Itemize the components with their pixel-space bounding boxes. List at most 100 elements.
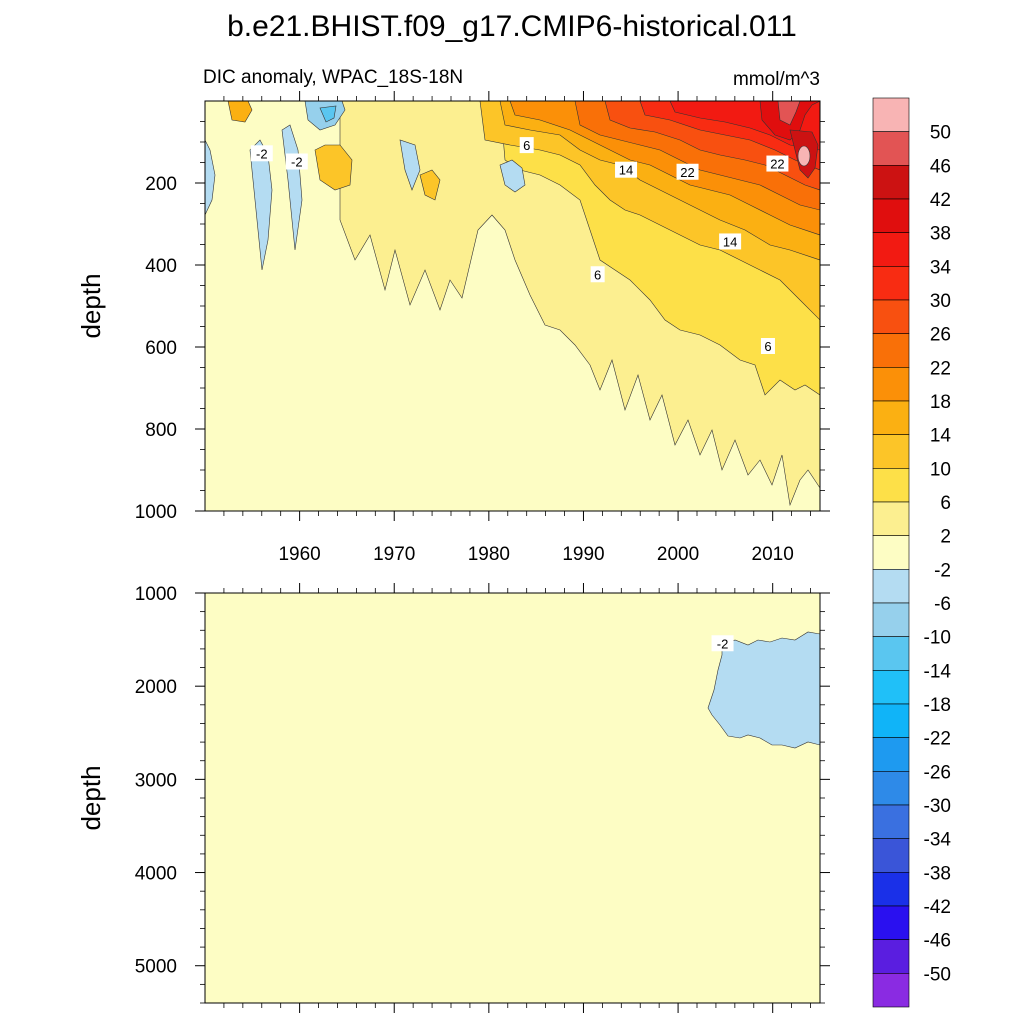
contour-label-box: [760, 338, 775, 354]
colorbar-level-label: 38: [930, 224, 951, 245]
colorbar-level-label: -2: [934, 560, 951, 581]
contour-label-box: [285, 153, 308, 170]
upper-contour-label: 22: [676, 163, 699, 180]
upper-axis-ticks: 1960 1970 1980 1990 2000 2010 200 400 600 800 1000: [135, 91, 830, 565]
colorbar-swatch: [872, 670, 910, 705]
colorbar-level-label: -10: [924, 628, 951, 649]
negative-patch-7: [319, 105, 337, 123]
colorbar-level-label: -18: [924, 695, 951, 716]
lower-contour-label: -2: [711, 635, 734, 652]
colorbar-swatch: [872, 131, 910, 166]
lower-y-tick-label: 3000: [135, 770, 177, 791]
upper-x-tick-label: 2010: [752, 544, 794, 565]
colorbar-level-label: -46: [924, 931, 951, 952]
positive-patch-1: [314, 144, 353, 191]
negative-patch-6: [499, 159, 526, 193]
colorbar-level-label: 34: [930, 257, 952, 278]
upper-contour-label: -2: [250, 145, 273, 162]
upper-x-tick-label: 1970: [373, 544, 415, 565]
contour-label-box: [676, 163, 699, 180]
lower-y-tick-label: 4000: [135, 864, 177, 885]
units-label: mmol/m^3: [733, 69, 820, 90]
contour-label-box: [719, 233, 742, 250]
colorbar-swatch: [872, 333, 910, 368]
colorbar-swatch: [872, 804, 910, 839]
colorbar-level-label: -26: [924, 762, 951, 783]
colorbar-level-label: 42: [930, 190, 951, 211]
negative-patch-5: [399, 139, 421, 191]
negative-patch-1: [205, 139, 216, 216]
colorbar-swatch: [872, 838, 910, 873]
upper-y-tick-label: 800: [145, 420, 177, 441]
lower-panel: 1000 2000 3000 4000 5000 -2 depth: [76, 583, 830, 1013]
contour-fill-50plus: [797, 145, 811, 167]
colorbar-swatch: [872, 602, 910, 637]
colorbar-swatch: [872, 535, 910, 570]
contour-label-text: 22: [770, 157, 784, 172]
upper-y-tick-label: 400: [145, 256, 177, 277]
lower-y-tick-label: 1000: [135, 584, 177, 605]
lower-axis-ticks: 1000 2000 3000 4000 5000: [135, 583, 830, 1013]
upper-x-tick-label: 1990: [562, 544, 604, 565]
figure-title: b.e21.BHIST.f09_g17.CMIP6-historical.011: [227, 10, 797, 43]
colorbar-swatch: [872, 434, 910, 469]
upper-contour-field: [205, 101, 820, 511]
contour-label-text: -2: [717, 636, 729, 651]
upper-x-tick-label: 2000: [657, 544, 699, 565]
colorbar-swatch: [872, 905, 910, 940]
lower-negative-patch: [707, 631, 820, 749]
colorbar-level-label: 50: [930, 123, 951, 144]
upper-x-tick-label: 1960: [278, 544, 320, 565]
colorbar-level-label: 30: [930, 291, 951, 312]
contour-label-text: 14: [723, 234, 737, 249]
upper-contour-label: 6: [590, 266, 605, 283]
colorbar-level-label: -38: [924, 863, 951, 884]
upper-contour-label: 14: [615, 161, 638, 178]
contour-label-box: [250, 145, 273, 162]
colorbar-swatch: [872, 468, 910, 503]
contour-label-box: [766, 155, 789, 172]
lower-contour-field: [205, 593, 820, 1003]
colorbar-swatch: [872, 232, 910, 267]
contour-label-text: -2: [256, 146, 268, 161]
colorbar-level-label: 26: [930, 325, 951, 346]
contour-label-box: [519, 137, 534, 154]
colorbar: 50 46 42 38 34 30 26 22 18 14 10 6 2 -2 -6 -10 -14 -18 -22…: [872, 97, 952, 1008]
colorbar-level-label: -6: [934, 594, 951, 615]
colorbar-swatch: [872, 97, 910, 132]
positive-patch-3: [227, 101, 253, 123]
lower-ylabel: depth: [76, 765, 106, 830]
colorbar-level-label: 10: [930, 459, 951, 480]
lower-background-fill: [205, 593, 820, 1003]
upper-ylabel: depth: [76, 273, 106, 338]
colorbar-level-label: 22: [930, 358, 951, 379]
colorbar-swatch: [872, 266, 910, 301]
colorbar-level-label: 2: [940, 527, 951, 548]
contour-label-box: [590, 266, 605, 283]
contour-label-box: [711, 635, 734, 652]
colorbar-swatch: [872, 569, 910, 604]
lower-y-tick-label: 5000: [135, 957, 177, 978]
colorbar-swatch: [872, 501, 910, 536]
colorbar-swatch: [872, 939, 910, 974]
contour-label-text: 14: [619, 163, 633, 178]
negative-patch-2: [249, 139, 273, 271]
colorbar-level-label: -14: [924, 661, 952, 682]
colorbar-swatch: [872, 872, 910, 907]
colorbar-swatch: [872, 771, 910, 806]
colorbar-swatch: [872, 367, 910, 402]
lower-y-tick-label: 2000: [135, 677, 177, 698]
colorbar-level-label: -22: [924, 729, 951, 750]
colorbar-swatch: [872, 737, 910, 772]
upper-panel: 1960 1970 1980 1990 2000 2010 200 400 600 800 1000…: [76, 91, 830, 565]
colorbar-swatch: [872, 198, 910, 233]
contour-label-text: 22: [680, 165, 694, 180]
colorbar-level-label: 14: [930, 426, 952, 447]
upper-x-tick-label: 1980: [468, 544, 510, 565]
upper-contour-label: 22: [766, 155, 789, 172]
colorbar-swatch: [872, 973, 910, 1008]
colorbar-level-label: -30: [924, 796, 951, 817]
panel-subtitle: DIC anomaly, WPAC_18S-18N: [203, 67, 463, 88]
upper-y-tick-label: 1000: [135, 502, 177, 523]
